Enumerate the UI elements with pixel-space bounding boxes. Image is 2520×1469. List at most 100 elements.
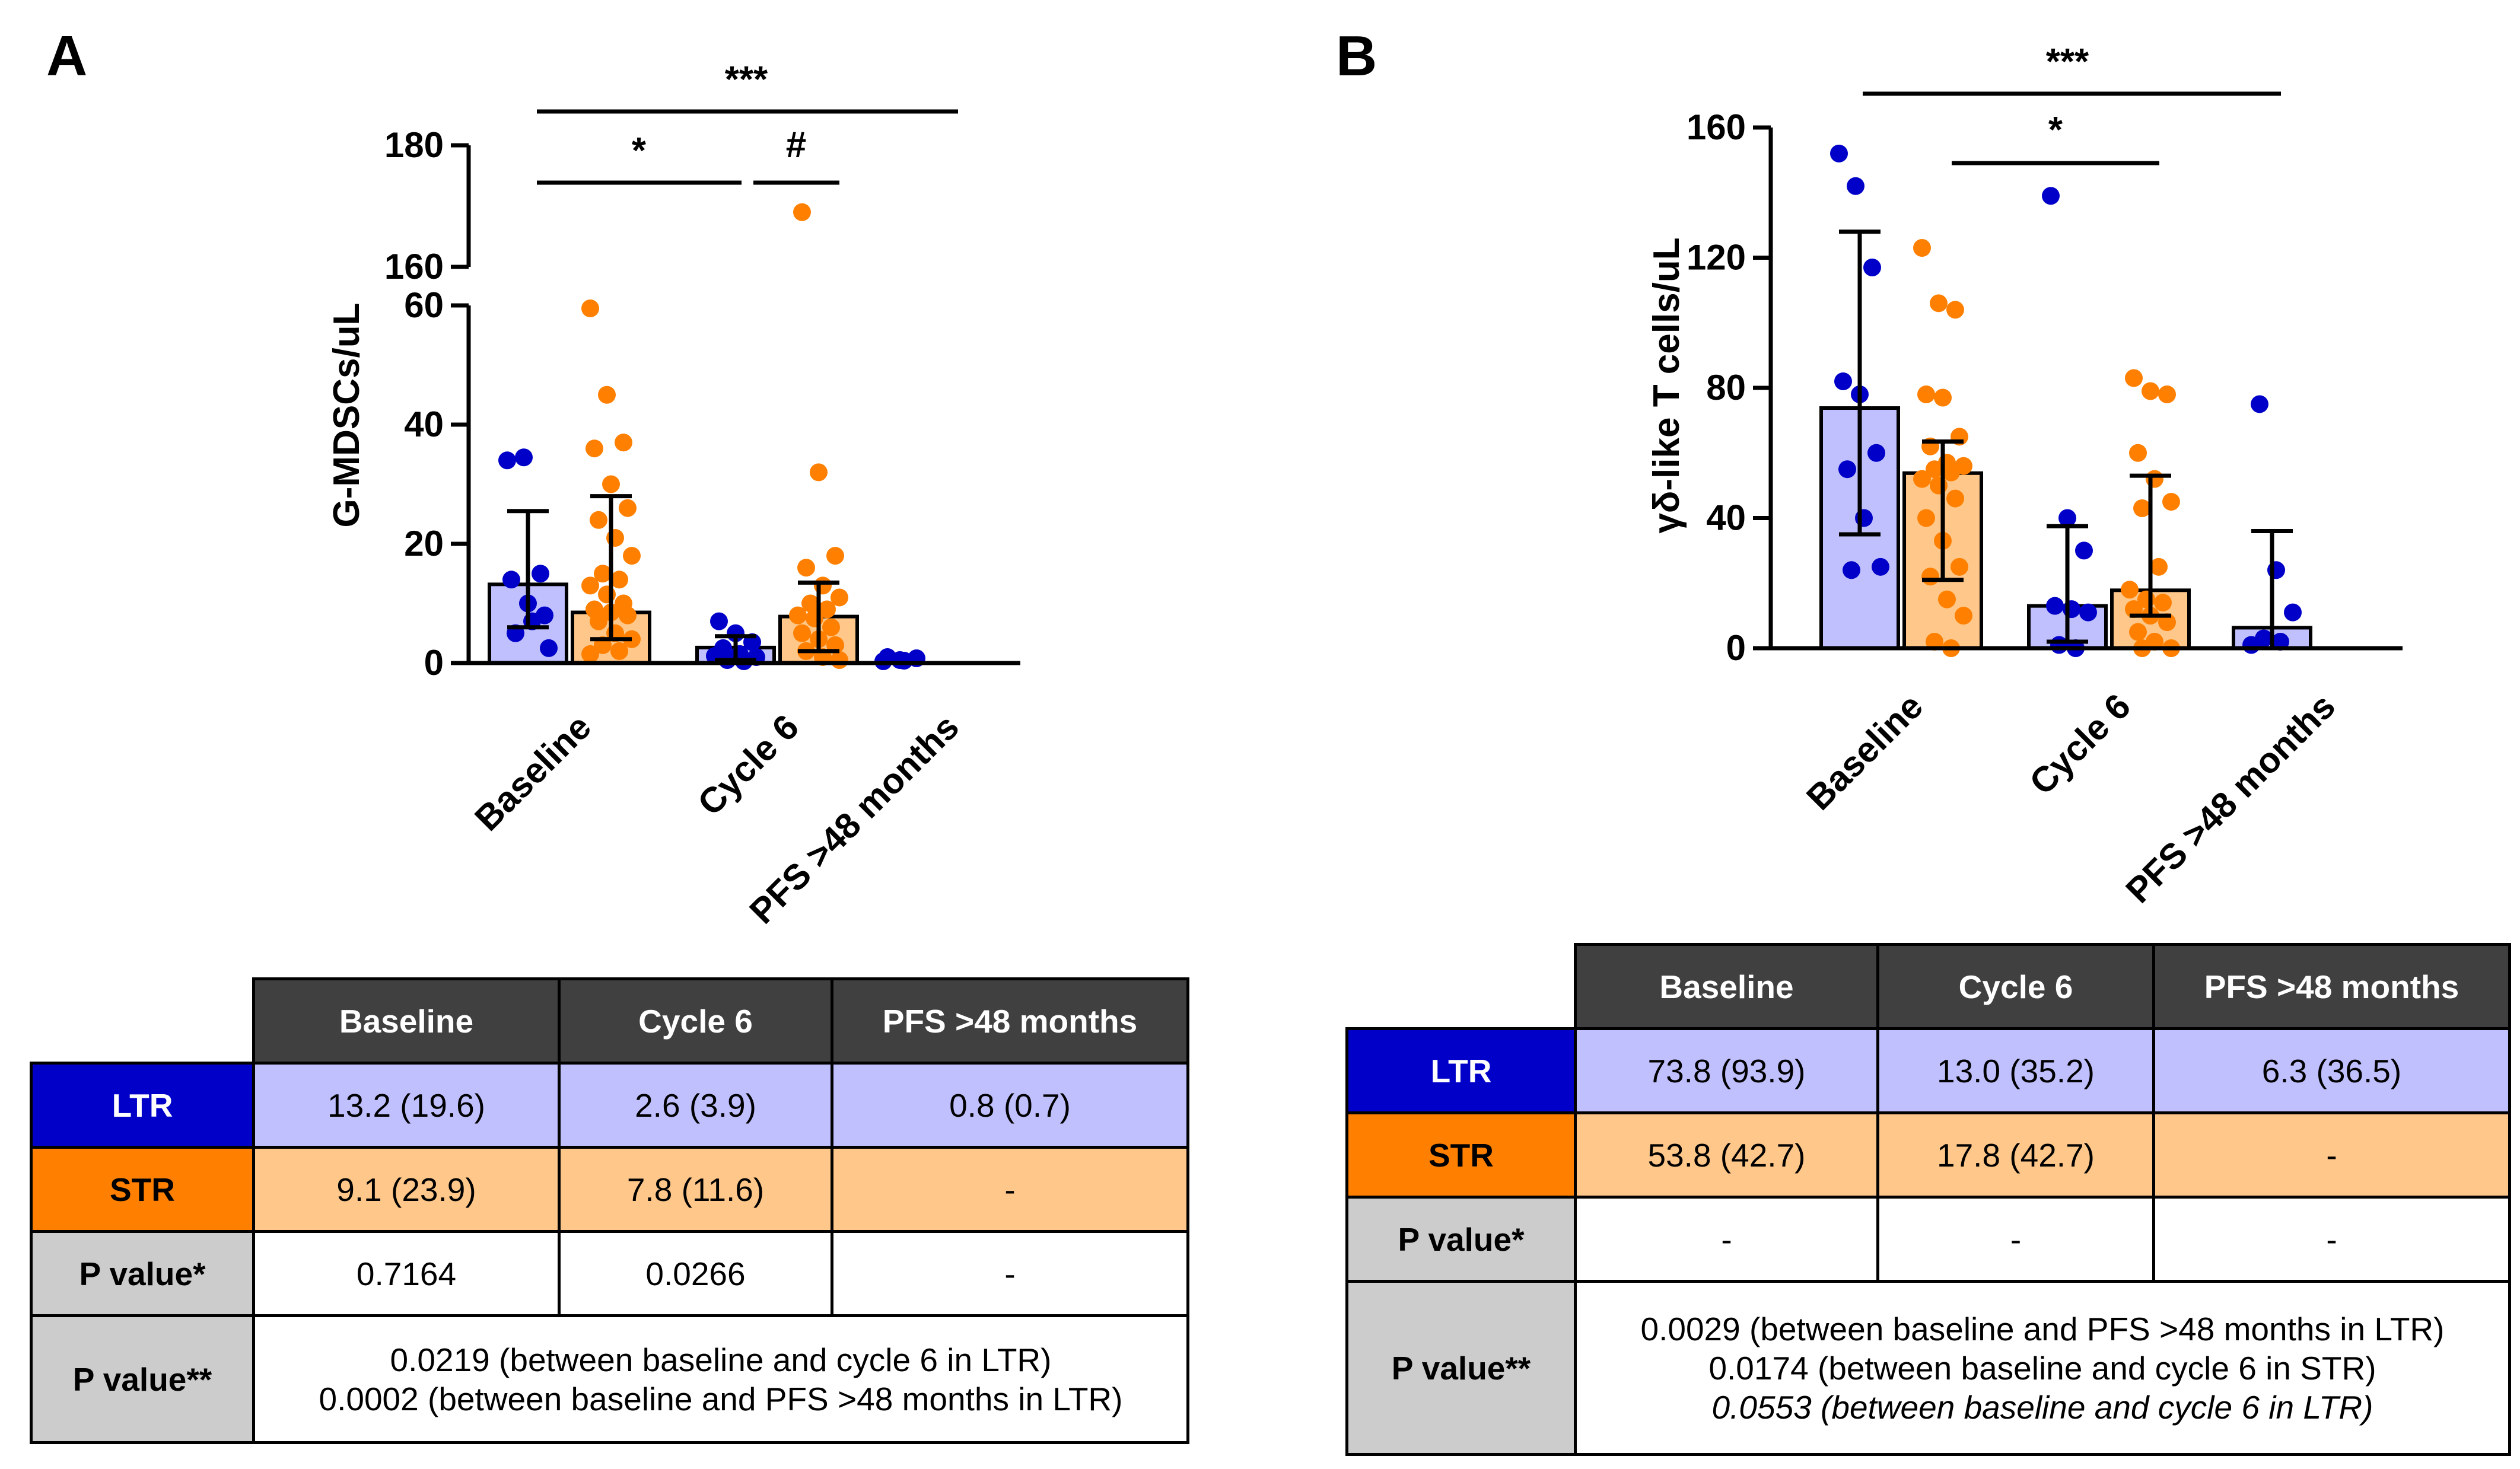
summary-table-b: Baseline Cycle 6 PFS >48 months LTR 73.8…: [1345, 943, 2511, 1456]
data-point-ltr: [2242, 636, 2260, 654]
table-a-header-cycle6: Cycle 6: [558, 977, 833, 1065]
data-point-ltr: [2046, 597, 2064, 615]
data-point-str: [1913, 239, 1931, 257]
table-b-p2-label: P value**: [1345, 1280, 1577, 1456]
data-point-str: [2162, 493, 2180, 511]
data-point-str: [826, 547, 844, 565]
data-point-str: [2129, 444, 2147, 462]
y-tick-label: 0: [424, 643, 444, 683]
data-point-str: [831, 651, 848, 669]
table-b-ltr-cycle6: 13.0 (35.2): [1876, 1027, 2155, 1114]
table-a-p2-values: 0.0219 (between baseline and cycle 6 in …: [252, 1314, 1189, 1444]
table-b-str-label: STR: [1345, 1111, 1577, 1199]
table-b-ltr-label: LTR: [1345, 1027, 1577, 1114]
data-point-ltr: [540, 639, 558, 657]
data-point-str: [615, 434, 632, 452]
data-point-str: [594, 565, 612, 583]
y-axis-label: G-MDSCs/uL: [326, 303, 367, 528]
data-point-str: [590, 612, 607, 630]
data-point-str: [2129, 623, 2147, 641]
y-tick-label: 40: [1706, 498, 1746, 538]
panel-label-a: A: [46, 24, 88, 88]
table-b-p1-cycle6: -: [1876, 1196, 2155, 1283]
data-point-str: [619, 499, 637, 517]
y-tick-label: 160: [1687, 107, 1746, 147]
data-point-str: [2150, 557, 2168, 576]
table-b-p1-label: P value*: [1345, 1196, 1577, 1283]
table-corner: [1347, 945, 1576, 1029]
table-a-p2-line: 0.0219 (between baseline and cycle 6 in …: [390, 1341, 1052, 1378]
data-point-str: [818, 600, 836, 619]
data-point-str: [581, 299, 599, 318]
data-point-ltr: [1872, 557, 1889, 576]
data-point-str: [1946, 489, 1964, 508]
x-tick-label: Baseline: [467, 707, 599, 839]
y-tick-label: 40: [404, 404, 444, 444]
data-point-str: [1917, 509, 1935, 527]
data-point-str: [793, 203, 811, 221]
data-point-str: [822, 618, 840, 636]
data-point-str: [1913, 470, 1931, 488]
data-point-ltr: [515, 448, 533, 467]
significance-label: *: [2048, 110, 2063, 151]
data-point-str: [1946, 301, 1964, 319]
data-point-str: [1938, 590, 1956, 608]
data-point-ltr: [2075, 541, 2093, 560]
data-point-ltr: [1863, 258, 1881, 276]
table-b-ltr-pfs: 6.3 (36.5): [2152, 1027, 2511, 1114]
summary-table-a: Baseline Cycle 6 PFS >48 months LTR 13.2…: [30, 977, 1189, 1444]
data-point-str: [810, 463, 828, 482]
significance-label: *: [632, 130, 647, 171]
table-a-p2-label: P value**: [30, 1314, 255, 1444]
y-axis-label: γδ-like T cells/uL: [1646, 237, 1687, 533]
data-point-str: [793, 624, 811, 642]
significance-label: ***: [725, 59, 768, 100]
data-point-str: [1942, 463, 1960, 482]
table-b-p1-pfs: -: [2152, 1196, 2511, 1283]
data-point-str: [1917, 385, 1935, 403]
table-b-p1-baseline: -: [1574, 1196, 1879, 1283]
table-b-p2-line: 0.0029 (between baseline and PFS >48 mon…: [1640, 1310, 2445, 1347]
data-point-str: [619, 606, 637, 624]
data-point-ltr: [2058, 509, 2076, 527]
data-point-str: [610, 642, 628, 660]
y-tick-label: 0: [1726, 628, 1746, 668]
data-point-str: [797, 559, 815, 577]
table-a-ltr-pfs: 0.8 (0.7): [831, 1062, 1189, 1149]
table-b-str-pfs: -: [2152, 1111, 2511, 1199]
data-point-ltr: [2079, 603, 2097, 622]
data-point-ltr: [1830, 144, 1848, 162]
table-b-p2-line: 0.0174 (between baseline and cycle 6 in …: [1708, 1349, 2376, 1387]
table-a-str-cycle6: 7.8 (11.6): [558, 1146, 833, 1233]
table-a-ltr-baseline: 13.2 (19.6): [252, 1062, 561, 1149]
data-point-ltr: [2284, 603, 2302, 622]
table-a-ltr-label: LTR: [30, 1062, 255, 1149]
data-point-str: [831, 588, 848, 607]
data-point-str: [586, 439, 603, 458]
data-point-str: [1934, 388, 1952, 407]
table-a-ltr-cycle6: 2.6 (3.9): [558, 1062, 833, 1149]
data-point-str: [801, 594, 819, 613]
table-a-p1-label: P value*: [30, 1230, 255, 1317]
data-point-str: [2121, 581, 2139, 599]
data-point-str: [2158, 385, 2176, 403]
data-point-str: [581, 576, 599, 595]
data-point-str: [610, 571, 628, 589]
table-a-str-pfs: -: [831, 1146, 1189, 1233]
y-tick-label: 120: [1687, 238, 1746, 278]
data-point-ltr: [498, 451, 516, 470]
data-point-str: [2133, 499, 2151, 518]
data-point-str: [1930, 294, 1948, 313]
data-point-ltr: [710, 612, 728, 630]
data-point-str: [602, 475, 620, 493]
table-a-p2-line: 0.0002 (between baseline and PFS >48 mon…: [319, 1380, 1123, 1417]
table-b-str-cycle6: 17.8 (42.7): [1876, 1111, 2155, 1199]
data-point-str: [1951, 557, 1968, 576]
table-a-str-label: STR: [30, 1146, 255, 1233]
table-a-str-baseline: 9.1 (23.9): [252, 1146, 561, 1233]
data-point-ltr: [2042, 187, 2060, 205]
table-a-p1-baseline: 0.7164: [252, 1230, 561, 1317]
y-tick-label: 20: [404, 524, 444, 563]
x-tick-label: Cycle 6: [2022, 686, 2138, 802]
